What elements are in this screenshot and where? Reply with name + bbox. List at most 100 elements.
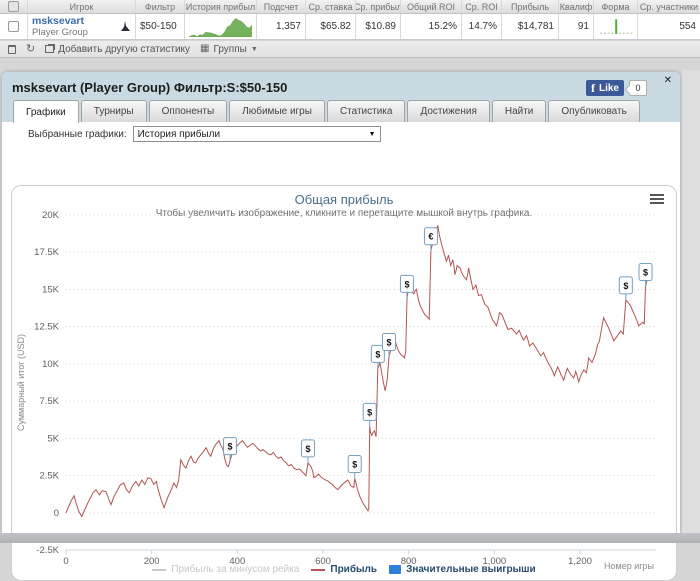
- legend-item-profit[interactable]: Прибыль: [311, 564, 377, 575]
- chart-subtitle: Чтобы увеличить изображение, кликните и …: [155, 208, 533, 219]
- panel-title: msksevart (Player Group) Фильтр:S:$50-15…: [12, 80, 288, 95]
- refresh-button[interactable]: ↻: [26, 43, 36, 55]
- stats-table: Игрок Фильтр История прибыл Подсчет Ср. …: [0, 0, 700, 40]
- chart-title: Общая прибыль: [294, 192, 394, 207]
- tab-charts[interactable]: Графики: [13, 100, 79, 123]
- legend-line-swatch: [152, 568, 167, 571]
- tab-bar: Графики Турниры Оппоненты Любимые игры С…: [13, 100, 640, 123]
- significant-win-marker[interactable]: $: [223, 437, 238, 461]
- col-avg-profit[interactable]: Ср. прибыл: [356, 0, 401, 13]
- svg-text:-2.5K: -2.5K: [36, 545, 59, 556]
- player-name-link[interactable]: msksevart: [32, 14, 84, 27]
- shark-fin-icon: [121, 21, 130, 31]
- add-statistic-label: Добавить другую статистику: [58, 43, 191, 55]
- col-avg-roi[interactable]: Ср. ROI: [462, 0, 502, 13]
- significant-win-marker[interactable]: $: [638, 262, 653, 287]
- page-right-margin: [682, 70, 700, 533]
- svg-text:$: $: [404, 279, 409, 289]
- add-statistic-button[interactable]: Добавить другую статистику: [45, 44, 190, 55]
- significant-win-marker[interactable]: $: [301, 439, 316, 463]
- svg-text:€: €: [428, 232, 433, 242]
- filter-value: $50-150: [136, 14, 185, 39]
- panel-header: msksevart (Player Group) Фильтр:S:$50-15…: [2, 72, 680, 123]
- avg-roi-value: 14.7%: [462, 14, 502, 39]
- header-checkbox-cell: [0, 0, 28, 13]
- chart-legend: Прибыль за минусом рейка Прибыль Значите…: [12, 564, 676, 575]
- col-profit[interactable]: Прибыль: [502, 0, 559, 13]
- avg-stake-value: $65.82: [306, 14, 356, 39]
- profit-history-sparkline: [189, 17, 252, 37]
- svg-text:10K: 10K: [42, 359, 60, 370]
- legend-item-significant-wins[interactable]: Значительные выигрыши: [389, 564, 536, 575]
- profit-value: $14,781: [502, 14, 559, 39]
- tab-tournaments[interactable]: Турниры: [80, 100, 147, 122]
- tab-publish[interactable]: Опубликовать: [548, 100, 640, 122]
- svg-text:15K: 15K: [42, 284, 60, 295]
- svg-text:17.5K: 17.5K: [34, 247, 59, 258]
- tab-favorite-games[interactable]: Любимые игры: [229, 100, 325, 122]
- svg-text:$: $: [306, 444, 311, 454]
- col-qualif[interactable]: Квалиф: [559, 0, 594, 13]
- avg-entrants-value: 554: [679, 21, 696, 32]
- svg-text:$: $: [228, 442, 233, 452]
- significant-win-marker[interactable]: $: [381, 332, 396, 357]
- chart-select-dropdown[interactable]: История прибыли ▼: [132, 126, 381, 142]
- col-avg-stake[interactable]: Ср. ставка: [306, 0, 356, 13]
- col-avg-entrants[interactable]: Ср. участники: [639, 1, 699, 12]
- facebook-icon: f: [590, 80, 595, 95]
- svg-text:20K: 20K: [42, 210, 60, 221]
- col-filter[interactable]: Фильтр: [136, 0, 185, 13]
- tab-achievements[interactable]: Достижения: [407, 100, 490, 122]
- row-checkbox[interactable]: [8, 21, 19, 32]
- page-bottom-strip: [0, 533, 700, 543]
- legend-line-swatch: [311, 568, 326, 571]
- col-profit-history[interactable]: История прибыл: [185, 0, 257, 13]
- player-cell: msksevart Player Group: [28, 14, 136, 39]
- facebook-like-widget: f Like 0: [585, 80, 647, 96]
- col-player[interactable]: Игрок: [28, 0, 136, 13]
- svg-text:$: $: [386, 337, 391, 347]
- avg-profit-value: $10.89: [356, 14, 401, 39]
- svg-text:$: $: [623, 281, 628, 291]
- tab-statistics[interactable]: Статистика: [326, 100, 406, 122]
- like-label: Like: [598, 82, 619, 94]
- trash-icon: [8, 44, 16, 54]
- col-count[interactable]: Подсчет: [257, 0, 306, 13]
- col-form[interactable]: Форма: [594, 0, 638, 13]
- groups-caret-icon: ▼: [250, 45, 258, 53]
- tab-find[interactable]: Найти: [491, 100, 547, 122]
- y-axis-title: Суммарный итог (USD): [16, 334, 26, 431]
- significant-win-marker[interactable]: €: [423, 227, 438, 251]
- legend-box-swatch: [389, 565, 402, 574]
- refresh-icon: ↻: [26, 43, 36, 55]
- toolbar: ↻ Добавить другую статистику ▦ Группы ▼: [0, 41, 700, 58]
- significant-win-marker[interactable]: $: [618, 276, 633, 300]
- significant-win-marker[interactable]: $: [362, 402, 377, 427]
- tab-opponents[interactable]: Оппоненты: [148, 100, 228, 122]
- svg-text:7.5K: 7.5K: [39, 396, 59, 407]
- legend-item-profit-minus-rake[interactable]: Прибыль за минусом рейка: [152, 564, 299, 575]
- chart-select-value: История прибыли: [137, 128, 221, 140]
- chevron-down-icon: ▼: [368, 130, 376, 138]
- profit-history-sparkline-cell[interactable]: [185, 14, 257, 39]
- close-icon[interactable]: ✕: [663, 75, 672, 86]
- svg-text:$: $: [352, 460, 357, 470]
- significant-win-marker[interactable]: $: [347, 455, 362, 479]
- player-panel: msksevart (Player Group) Фильтр:S:$50-15…: [2, 72, 680, 581]
- svg-text:5K: 5K: [47, 433, 59, 444]
- chart-menu-icon[interactable]: [650, 194, 664, 206]
- chart-selector-label: Выбранные графики:: [28, 128, 127, 140]
- svg-text:$: $: [367, 407, 372, 417]
- facebook-like-button[interactable]: f Like: [585, 80, 624, 96]
- col-total-roi[interactable]: Общий ROI: [401, 0, 462, 13]
- select-all-checkbox[interactable]: [8, 1, 19, 12]
- delete-button[interactable]: [8, 44, 16, 54]
- x-axis-title: Номер игры: [604, 561, 654, 571]
- groups-button[interactable]: ▦ Группы ▼: [200, 44, 258, 55]
- groups-label: Группы: [213, 43, 247, 55]
- significant-win-marker[interactable]: $: [399, 274, 414, 299]
- form-sparkline-cell[interactable]: [594, 14, 638, 39]
- significant-win-marker[interactable]: $: [370, 344, 385, 369]
- panel-content: Выбранные графики: История прибыли ▼ Общ…: [2, 122, 680, 581]
